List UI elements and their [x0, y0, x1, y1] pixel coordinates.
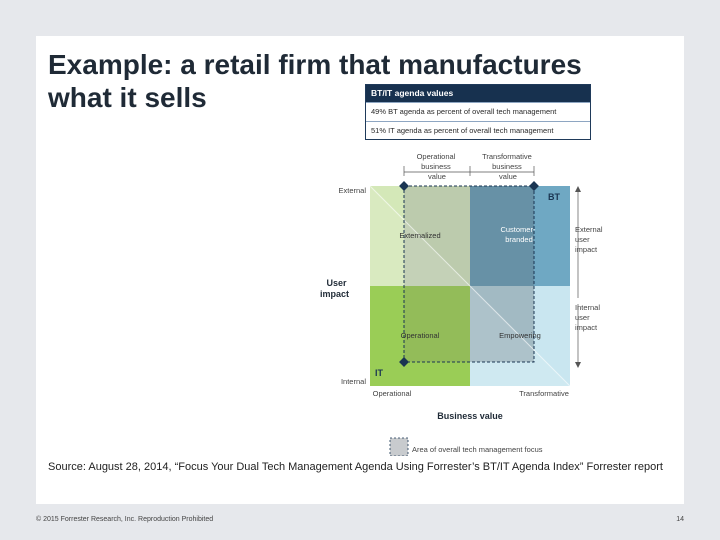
y-bottom-label: Internal — [341, 377, 366, 386]
bt-it-quadrant-diagram: Operational business value Transformativ… — [320, 152, 605, 456]
it-label: IT — [375, 368, 384, 378]
it-agenda-row: 51% IT agenda as percent of overall tech… — [366, 121, 590, 140]
slide: Example: a retail firm that manufactures… — [36, 36, 684, 504]
focus-dashed-outline — [403, 185, 535, 363]
title-line-1: Example: a retail firm that manufactures — [48, 49, 582, 80]
quadrant-customer-branded-bg — [470, 186, 570, 286]
bt-label: BT — [548, 192, 560, 202]
marker-top-left — [399, 181, 409, 191]
top-left-label: Operational business value — [417, 152, 458, 181]
agenda-values-heading: BT/IT agenda values — [366, 85, 590, 102]
agenda-values-box: BT/IT agenda values 49% BT agenda as per… — [365, 84, 591, 140]
marker-bottom-left — [399, 357, 409, 367]
focus-area-upper-right — [470, 186, 534, 286]
quadrant-operational-label: Operational — [401, 331, 440, 340]
right-bottom-label: Internal user impact — [575, 303, 602, 332]
diagonal-line — [369, 185, 571, 387]
copyright: © 2015 Forrester Research, Inc. Reproduc… — [36, 516, 214, 523]
focus-area-lower-right — [470, 286, 534, 362]
quadrant-externalized-label: Externalized — [399, 231, 440, 240]
focus-legend-swatch — [389, 437, 409, 456]
x-left-label: Operational — [373, 389, 412, 398]
focus-legend-label: Area of overall tech management focus — [412, 445, 543, 454]
slide-title: Example: a retail firm that manufactures… — [48, 48, 668, 114]
focus-area-upper-left — [404, 186, 470, 286]
y-axis-title: User impact — [320, 278, 349, 299]
focus-area-lower-left — [404, 286, 470, 362]
source-note: Source: August 28, 2014, “Focus Your Dua… — [48, 461, 663, 473]
y-top-label: External — [338, 186, 366, 195]
quadrant-empowering-label: Empowering — [499, 331, 541, 340]
page-number: 14 — [676, 516, 684, 523]
quadrant-operational-bg — [370, 286, 470, 386]
marker-top-right — [529, 181, 539, 191]
x-right-label: Transformative — [519, 389, 569, 398]
title-line-2: what it sells — [48, 82, 207, 113]
x-axis-title: Business value — [437, 411, 503, 421]
quadrant-customer-branded-label: Customer- branded — [500, 225, 537, 244]
right-top-label: External user impact — [575, 225, 605, 254]
bt-agenda-row: 49% BT agenda as percent of overall tech… — [366, 102, 590, 121]
top-right-label: Transformative business value — [482, 152, 534, 181]
